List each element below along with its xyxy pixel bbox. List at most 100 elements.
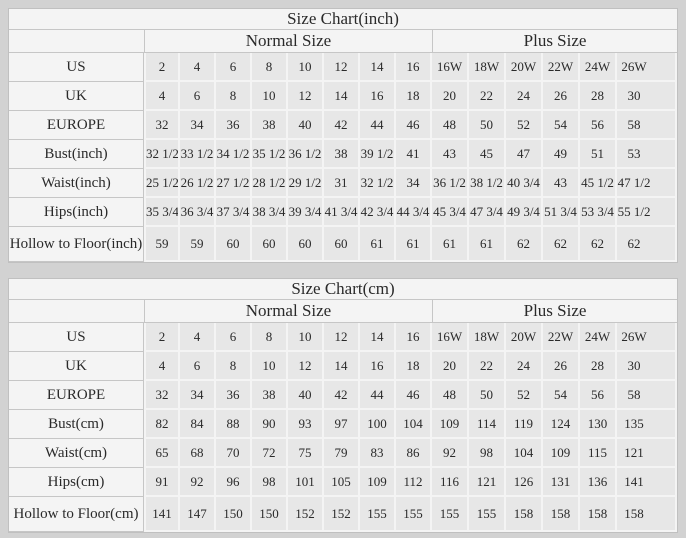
size-cell: 109 bbox=[432, 410, 469, 439]
size-cell: 28 bbox=[580, 82, 617, 111]
row-label: Hips(inch) bbox=[9, 198, 144, 227]
size-cell: 155 bbox=[469, 497, 506, 532]
size-cell: 92 bbox=[432, 439, 469, 468]
table-row: Waist(cm) 65 68 70 72 75 79 83 86 92 98 104 109 115 12… bbox=[9, 439, 678, 468]
size-cell: 60 bbox=[324, 227, 360, 262]
size-cell: 34 1/2 bbox=[216, 140, 252, 169]
size-chart-inch-body: US 2 4 6 8 10 12 14 16 16W 18W 20W 22W 24W 26W UK 4 6 8 10 1… bbox=[9, 53, 678, 262]
size-cell: 12 bbox=[288, 82, 324, 111]
size-cell: 62 bbox=[617, 227, 678, 262]
size-cell: 14 bbox=[324, 82, 360, 111]
size-cell: 28 1/2 bbox=[252, 169, 288, 198]
size-cell: 51 bbox=[580, 140, 617, 169]
size-cell: 49 bbox=[543, 140, 580, 169]
group-header-row: Normal Size Plus Size bbox=[9, 300, 678, 323]
size-cell: 91 bbox=[144, 468, 180, 497]
size-cell: 22W bbox=[543, 323, 580, 352]
size-cell: 10 bbox=[252, 82, 288, 111]
size-cell: 115 bbox=[580, 439, 617, 468]
normal-size-header: Normal Size bbox=[144, 30, 432, 53]
size-cell: 14 bbox=[324, 352, 360, 381]
table-row: UK 4 6 8 10 12 14 16 18 20 22 24 26 28 30 bbox=[9, 352, 678, 381]
size-cell: 56 bbox=[580, 111, 617, 140]
size-cell: 16W bbox=[432, 53, 469, 82]
size-cell: 38 bbox=[252, 111, 288, 140]
size-cell: 48 bbox=[432, 381, 469, 410]
size-cell: 26 1/2 bbox=[180, 169, 216, 198]
size-cell: 4 bbox=[144, 82, 180, 111]
size-cell: 48 bbox=[432, 111, 469, 140]
size-cell: 22 bbox=[469, 352, 506, 381]
size-cell: 18W bbox=[469, 323, 506, 352]
size-cell: 14 bbox=[360, 323, 396, 352]
size-cell: 27 1/2 bbox=[216, 169, 252, 198]
size-cell: 6 bbox=[216, 53, 252, 82]
size-cell: 16 bbox=[360, 82, 396, 111]
size-cell: 59 bbox=[180, 227, 216, 262]
size-cell: 36 1/2 bbox=[432, 169, 469, 198]
row-label: EUROPE bbox=[9, 381, 144, 410]
corner-cell bbox=[9, 30, 144, 53]
plus-size-header: Plus Size bbox=[432, 300, 678, 323]
size-cell: 32 bbox=[144, 381, 180, 410]
size-cell: 20W bbox=[506, 53, 543, 82]
size-cell: 112 bbox=[396, 468, 432, 497]
size-cell: 61 bbox=[469, 227, 506, 262]
size-cell: 65 bbox=[144, 439, 180, 468]
size-cell: 60 bbox=[288, 227, 324, 262]
size-cell: 6 bbox=[180, 82, 216, 111]
size-cell: 58 bbox=[617, 111, 678, 140]
row-label: US bbox=[9, 53, 144, 82]
size-cell: 32 1/2 bbox=[144, 140, 180, 169]
size-cell: 61 bbox=[432, 227, 469, 262]
size-cell: 88 bbox=[216, 410, 252, 439]
size-cell: 24W bbox=[580, 53, 617, 82]
size-cell: 47 3/4 bbox=[469, 198, 506, 227]
size-cell: 54 bbox=[543, 111, 580, 140]
size-cell: 53 bbox=[617, 140, 678, 169]
row-label: Bust(cm) bbox=[9, 410, 144, 439]
size-cell: 121 bbox=[469, 468, 506, 497]
size-cell: 93 bbox=[288, 410, 324, 439]
size-cell: 28 bbox=[580, 352, 617, 381]
group-header-row: Normal Size Plus Size bbox=[9, 30, 678, 53]
size-cell: 104 bbox=[506, 439, 543, 468]
corner-cell bbox=[9, 300, 144, 323]
size-cell: 126 bbox=[506, 468, 543, 497]
size-cell: 25 1/2 bbox=[144, 169, 180, 198]
size-cell: 97 bbox=[324, 410, 360, 439]
size-cell: 158 bbox=[543, 497, 580, 532]
size-cell: 38 3/4 bbox=[252, 198, 288, 227]
table-row: Bust(inch) 32 1/2 33 1/2 34 1/2 35 1/2 36 1/2… bbox=[9, 140, 678, 169]
size-cell: 45 bbox=[469, 140, 506, 169]
size-cell: 96 bbox=[216, 468, 252, 497]
row-label: UK bbox=[9, 82, 144, 111]
size-cell: 150 bbox=[216, 497, 252, 532]
table-row: Bust(cm) 82 84 88 90 93 97 100 104 109 114 119 124 13… bbox=[9, 410, 678, 439]
size-cell: 90 bbox=[252, 410, 288, 439]
size-chart-cm-table: Size Chart(cm) Normal Size Plus Size US 2… bbox=[8, 278, 679, 533]
table-title: Size Chart(inch) bbox=[9, 9, 678, 30]
size-cell: 38 bbox=[252, 381, 288, 410]
size-cell: 4 bbox=[180, 53, 216, 82]
row-label: US bbox=[9, 323, 144, 352]
size-cell: 8 bbox=[216, 82, 252, 111]
size-cell: 18W bbox=[469, 53, 506, 82]
size-cell: 2 bbox=[144, 53, 180, 82]
title-row: Size Chart(inch) bbox=[9, 9, 678, 30]
size-cell: 141 bbox=[617, 468, 678, 497]
table-row: EUROPE 32 34 36 38 40 42 44 46 48 50 52 54 56 58 bbox=[9, 111, 678, 140]
size-cell: 34 bbox=[180, 111, 216, 140]
size-cell: 98 bbox=[469, 439, 506, 468]
size-cell: 50 bbox=[469, 111, 506, 140]
size-cell: 34 bbox=[396, 169, 432, 198]
size-cell: 24 bbox=[506, 352, 543, 381]
title-row: Size Chart(cm) bbox=[9, 279, 678, 300]
size-cell: 61 bbox=[396, 227, 432, 262]
size-cell: 152 bbox=[288, 497, 324, 532]
size-cell: 4 bbox=[144, 352, 180, 381]
normal-size-header: Normal Size bbox=[144, 300, 432, 323]
size-cell: 16W bbox=[432, 323, 469, 352]
size-cell: 16 bbox=[360, 352, 396, 381]
size-cell: 20 bbox=[432, 352, 469, 381]
